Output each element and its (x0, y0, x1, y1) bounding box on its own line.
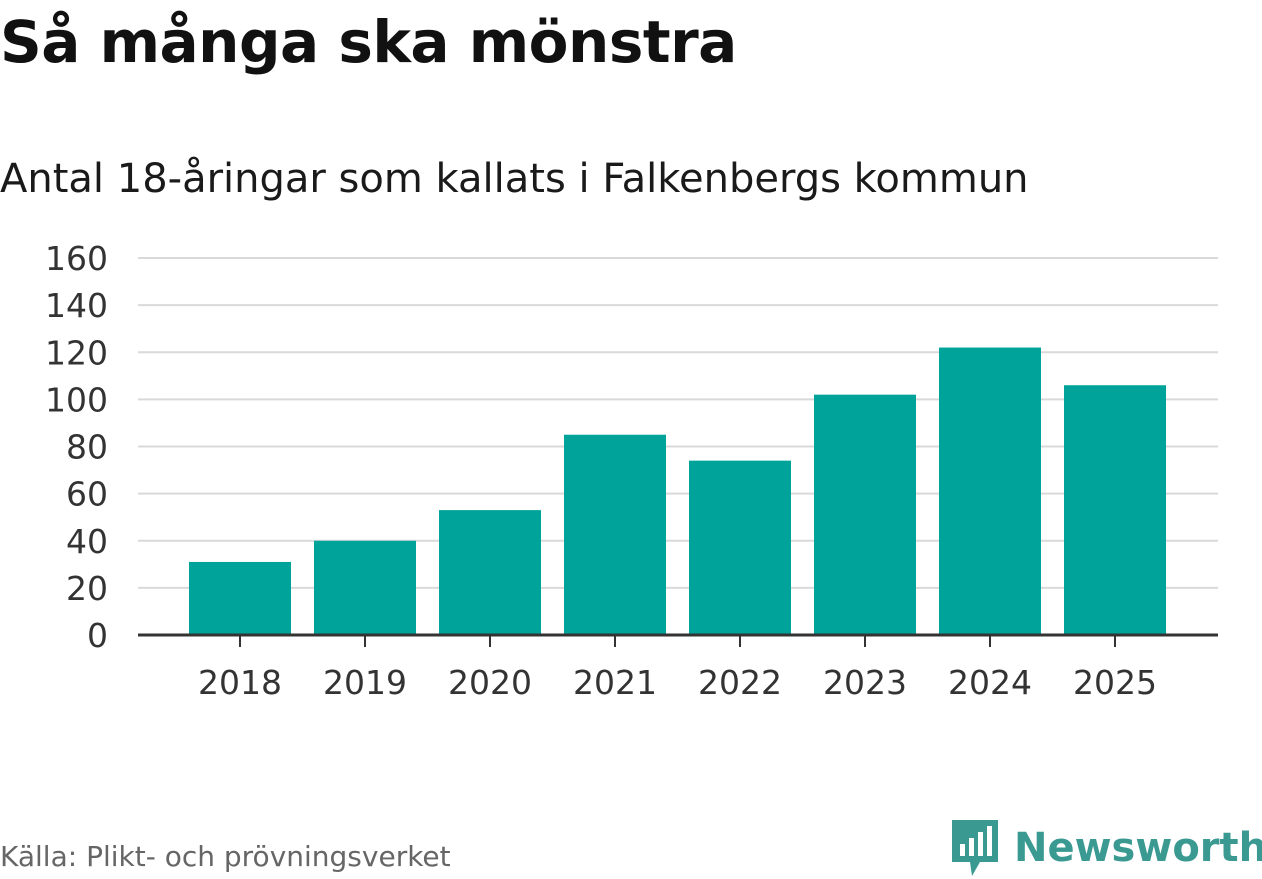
chart-title: Så många ska mönstra (0, 8, 737, 76)
x-tick-label: 2018 (198, 663, 282, 702)
y-tick-label: 0 (87, 616, 108, 655)
x-tick-label: 2022 (698, 663, 782, 702)
x-tick-label: 2021 (573, 663, 657, 702)
bar-2025 (1064, 385, 1166, 635)
y-tick-label: 140 (45, 286, 108, 325)
gridlines (138, 257, 1218, 589)
brand-name: Newsworthy (1014, 825, 1262, 871)
bar-2021 (564, 434, 666, 635)
bar-2019 (314, 540, 416, 635)
bar-2018 (189, 561, 291, 635)
x-tick-label: 2020 (448, 663, 532, 702)
y-tick-label: 100 (45, 380, 108, 419)
y-tick-label: 80 (66, 428, 108, 467)
bar-2020 (439, 510, 541, 635)
x-tick-label: 2025 (1073, 663, 1157, 702)
y-tick-label: 160 (45, 239, 108, 278)
y-tick-label: 120 (45, 333, 108, 372)
bar-2022 (689, 460, 791, 635)
y-tick-label: 40 (66, 522, 108, 561)
bar-chart-speech-bubble-icon (952, 820, 998, 876)
axes: 0 20 40 60 80 100 120 140 160 2018 2019 2020 2021 202… (45, 239, 1218, 702)
source-note: Källa: Plikt- och prövningsverket (0, 840, 451, 873)
chart-subtitle: Antal 18-åringar som kallats i Falkenber… (0, 156, 1029, 202)
x-tick-label: 2024 (948, 663, 1032, 702)
bar-2024 (939, 347, 1041, 635)
bars (189, 347, 1166, 635)
x-tick-label: 2023 (823, 663, 907, 702)
bar-2023 (814, 394, 916, 635)
brand-logo: Newsworthy (950, 818, 1262, 878)
y-tick-label: 20 (66, 569, 108, 608)
x-tick-label: 2019 (323, 663, 407, 702)
y-tick-label: 60 (66, 475, 108, 514)
